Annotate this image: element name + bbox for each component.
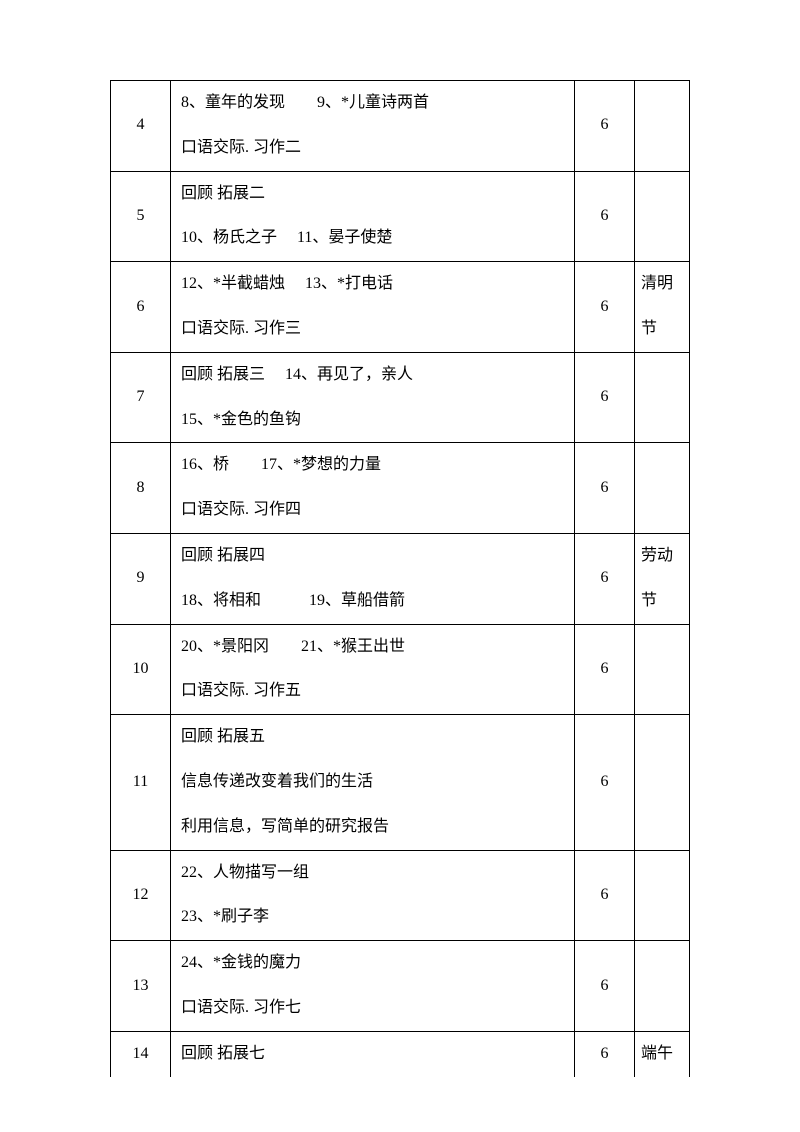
week-content: 24、*金钱的魔力口语交际. 习作七 [171, 941, 575, 1032]
note: 劳动节 [635, 533, 690, 624]
hours: 6 [575, 352, 635, 443]
table-row: 1020、*景阳冈 21、*猴王出世口语交际. 习作五6 [111, 624, 690, 715]
hours: 6 [575, 850, 635, 941]
note-line: 清明 [641, 262, 685, 307]
hours: 6 [575, 81, 635, 172]
week-content: 回顾 拓展四18、将相和 19、草船借箭 [171, 533, 575, 624]
week-number: 8 [111, 443, 171, 534]
note [635, 941, 690, 1032]
content-line: 15、*金色的鱼钩 [181, 398, 568, 443]
note: 端午 [635, 1031, 690, 1076]
note [635, 171, 690, 262]
content-line: 口语交际. 习作七 [181, 986, 568, 1031]
table-row: 7回顾 拓展三 14、再见了，亲人15、*金色的鱼钩6 [111, 352, 690, 443]
week-number: 6 [111, 262, 171, 353]
week-content: 回顾 拓展七 [171, 1031, 575, 1076]
table-row: 612、*半截蜡烛 13、*打电话口语交际. 习作三6清明节 [111, 262, 690, 353]
note-line: 节 [641, 579, 685, 624]
hours: 6 [575, 1031, 635, 1076]
table-row: 48、童年的发现 9、*儿童诗两首口语交际. 习作二6 [111, 81, 690, 172]
hours: 6 [575, 533, 635, 624]
week-number: 4 [111, 81, 171, 172]
week-content: 20、*景阳冈 21、*猴王出世口语交际. 习作五 [171, 624, 575, 715]
content-line: 信息传递改变着我们的生活 [181, 760, 568, 805]
content-line: 口语交际. 习作四 [181, 488, 568, 533]
content-line: 口语交际. 习作三 [181, 307, 568, 352]
content-line: 8、童年的发现 9、*儿童诗两首 [181, 81, 568, 126]
note [635, 81, 690, 172]
table-row: 1324、*金钱的魔力口语交际. 习作七6 [111, 941, 690, 1032]
week-number: 11 [111, 715, 171, 850]
table-row: 816、桥 17、*梦想的力量口语交际. 习作四6 [111, 443, 690, 534]
hours: 6 [575, 715, 635, 850]
hours: 6 [575, 941, 635, 1032]
note [635, 850, 690, 941]
content-line: 回顾 拓展二 [181, 172, 568, 217]
week-number: 10 [111, 624, 171, 715]
content-line: 24、*金钱的魔力 [181, 941, 568, 986]
note-line: 劳动 [641, 534, 685, 579]
note [635, 352, 690, 443]
week-number: 9 [111, 533, 171, 624]
content-line: 回顾 拓展五 [181, 715, 568, 760]
content-line: 利用信息，写简单的研究报告 [181, 805, 568, 850]
note [635, 624, 690, 715]
table-row: 1222、人物描写一组23、*刷子李6 [111, 850, 690, 941]
note: 清明节 [635, 262, 690, 353]
hours: 6 [575, 171, 635, 262]
week-content: 8、童年的发现 9、*儿童诗两首口语交际. 习作二 [171, 81, 575, 172]
content-line: 20、*景阳冈 21、*猴王出世 [181, 625, 568, 670]
table-row: 11回顾 拓展五信息传递改变着我们的生活利用信息，写简单的研究报告6 [111, 715, 690, 850]
table-row: 9回顾 拓展四18、将相和 19、草船借箭6劳动节 [111, 533, 690, 624]
content-line: 回顾 拓展三 14、再见了，亲人 [181, 353, 568, 398]
week-content: 回顾 拓展五信息传递改变着我们的生活利用信息，写简单的研究报告 [171, 715, 575, 850]
content-line: 12、*半截蜡烛 13、*打电话 [181, 262, 568, 307]
week-number: 13 [111, 941, 171, 1032]
content-line: 回顾 拓展四 [181, 534, 568, 579]
note [635, 715, 690, 850]
schedule-table: 48、童年的发现 9、*儿童诗两首口语交际. 习作二65回顾 拓展二10、杨氏之… [110, 80, 690, 1077]
content-line: 18、将相和 19、草船借箭 [181, 579, 568, 624]
content-line: 16、桥 17、*梦想的力量 [181, 443, 568, 488]
note-line: 端午 [641, 1032, 685, 1077]
week-content: 回顾 拓展三 14、再见了，亲人15、*金色的鱼钩 [171, 352, 575, 443]
table-row: 14回顾 拓展七6端午 [111, 1031, 690, 1076]
content-line: 23、*刷子李 [181, 895, 568, 940]
content-line: 22、人物描写一组 [181, 851, 568, 896]
content-line: 10、杨氏之子 11、晏子使楚 [181, 216, 568, 261]
week-number: 12 [111, 850, 171, 941]
week-content: 22、人物描写一组23、*刷子李 [171, 850, 575, 941]
hours: 6 [575, 443, 635, 534]
content-line: 回顾 拓展七 [181, 1032, 568, 1077]
table-row: 5回顾 拓展二10、杨氏之子 11、晏子使楚6 [111, 171, 690, 262]
week-number: 7 [111, 352, 171, 443]
week-content: 回顾 拓展二10、杨氏之子 11、晏子使楚 [171, 171, 575, 262]
week-content: 12、*半截蜡烛 13、*打电话口语交际. 习作三 [171, 262, 575, 353]
week-number: 14 [111, 1031, 171, 1076]
hours: 6 [575, 624, 635, 715]
hours: 6 [575, 262, 635, 353]
week-content: 16、桥 17、*梦想的力量口语交际. 习作四 [171, 443, 575, 534]
note [635, 443, 690, 534]
note-line: 节 [641, 307, 685, 352]
content-line: 口语交际. 习作五 [181, 669, 568, 714]
content-line: 口语交际. 习作二 [181, 126, 568, 171]
schedule-tbody: 48、童年的发现 9、*儿童诗两首口语交际. 习作二65回顾 拓展二10、杨氏之… [111, 81, 690, 1077]
week-number: 5 [111, 171, 171, 262]
